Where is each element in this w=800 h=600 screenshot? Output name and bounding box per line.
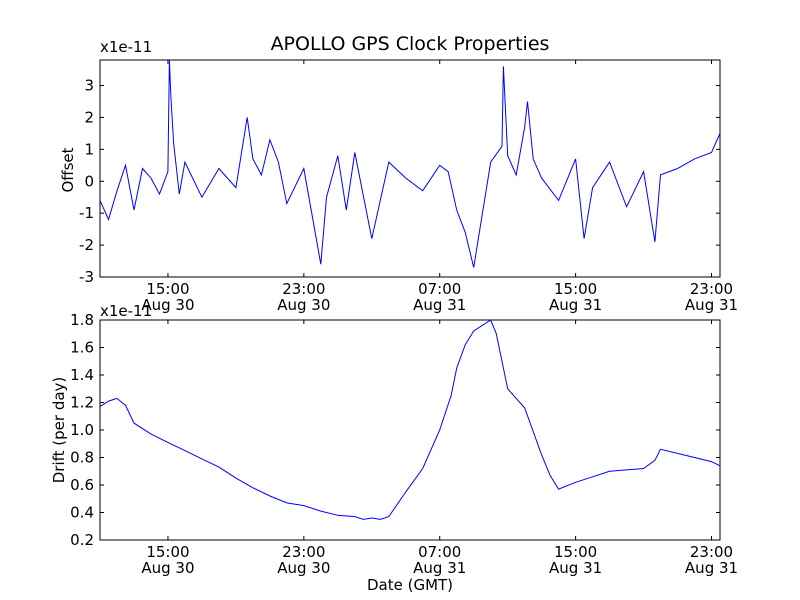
ytick-label: 0.2 xyxy=(70,531,94,549)
xtick-label-time: 15:00 xyxy=(554,543,597,561)
xtick-label-date: Aug 30 xyxy=(141,296,194,314)
offset-multiplier-top: x1e-11 xyxy=(100,38,152,56)
drift-series-line xyxy=(99,319,721,520)
offset-multiplier-bottom: x1e-11 xyxy=(100,302,152,320)
xtick-label-time: 15:00 xyxy=(146,543,189,561)
offset-series-line xyxy=(99,59,721,268)
ytick-label: 1.8 xyxy=(70,311,94,329)
ytick-label: 0.6 xyxy=(70,476,94,494)
xtick-label-time: 23:00 xyxy=(690,280,733,298)
xtick-label-time: 07:00 xyxy=(418,280,461,298)
ytick-label: 0 xyxy=(84,172,94,190)
xtick-label-date: Aug 31 xyxy=(549,559,602,577)
drift-ylabel: Drift (per day) xyxy=(50,377,68,484)
xtick-label-time: 23:00 xyxy=(690,543,733,561)
xtick-label-date: Aug 31 xyxy=(685,559,738,577)
ytick-label: 1.0 xyxy=(70,421,94,439)
xtick-label-date: Aug 31 xyxy=(413,559,466,577)
ytick-label: -1 xyxy=(79,204,94,222)
ytick-label: 1.4 xyxy=(70,366,94,384)
xtick-label-date: Aug 31 xyxy=(685,296,738,314)
ytick-label: 0.8 xyxy=(70,449,94,467)
ytick-label: 1 xyxy=(84,140,94,158)
xtick-label-date: Aug 31 xyxy=(413,296,466,314)
xtick-label-time: 23:00 xyxy=(282,543,325,561)
ytick-label: 0.4 xyxy=(70,504,94,522)
xtick-label-time: 23:00 xyxy=(282,280,325,298)
xtick-label-time: 15:00 xyxy=(554,280,597,298)
xtick-label-time: 07:00 xyxy=(418,543,461,561)
ytick-label: 1.2 xyxy=(70,394,94,412)
ytick-label: 2 xyxy=(84,108,94,126)
chart-title: APOLLO GPS Clock Properties xyxy=(271,33,550,55)
xtick-label-date: Aug 30 xyxy=(141,559,194,577)
plot-frame xyxy=(99,319,721,541)
ytick-label: 3 xyxy=(84,77,94,95)
xtick-label-time: 15:00 xyxy=(146,280,189,298)
xtick-label-date: Aug 30 xyxy=(277,296,330,314)
xtick-label-date: Aug 31 xyxy=(549,296,602,314)
xtick-label-date: Aug 30 xyxy=(277,559,330,577)
ytick-label: 1.6 xyxy=(70,339,94,357)
offset-ylabel: Offset xyxy=(59,147,77,192)
ytick-label: -3 xyxy=(79,268,94,286)
ytick-label: -2 xyxy=(79,236,94,254)
plot-frame xyxy=(99,59,721,278)
drift-xlabel: Date (GMT) xyxy=(367,576,453,594)
